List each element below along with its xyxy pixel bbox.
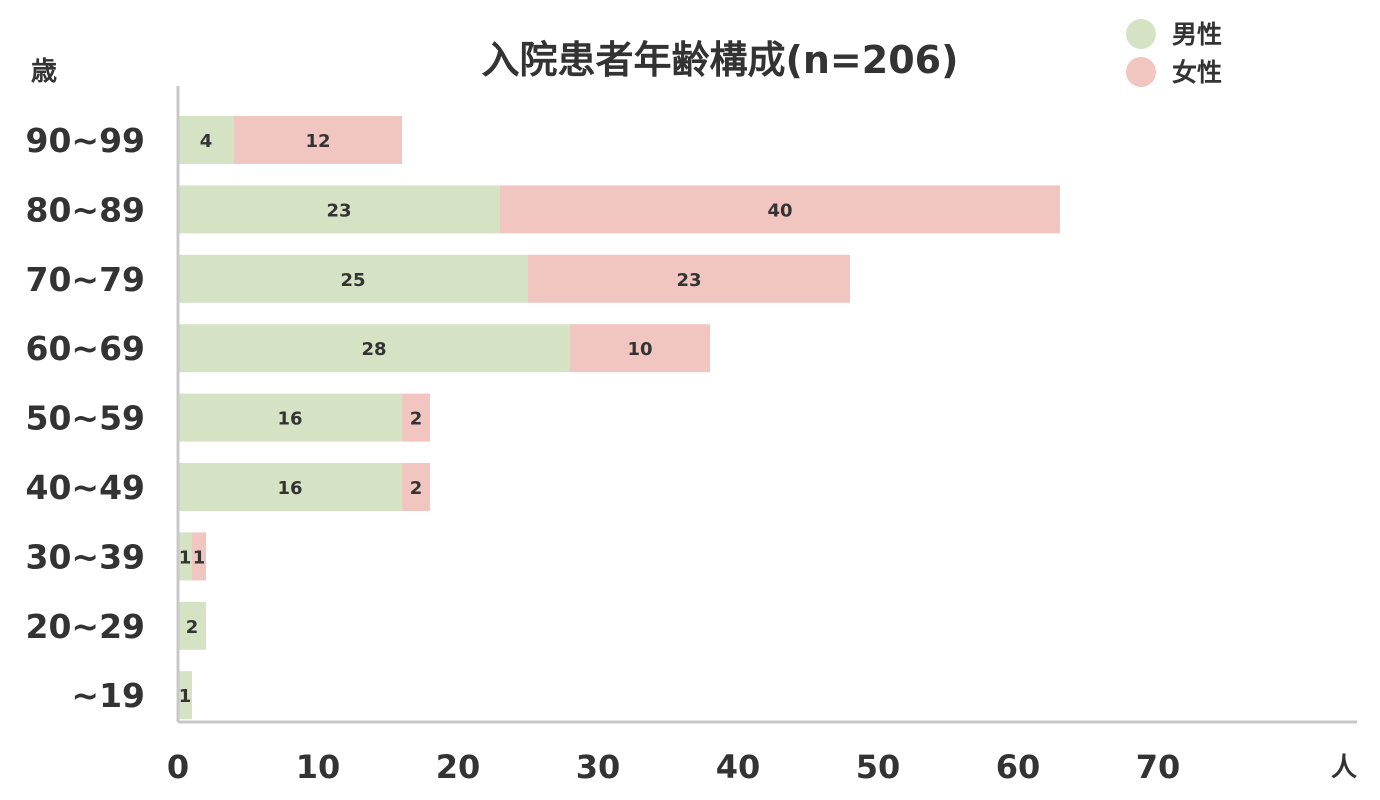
category-label: 30~39	[26, 537, 146, 576]
bar-segment	[402, 393, 430, 442]
bar-segment	[234, 116, 402, 164]
x-tick-label: 20	[436, 748, 481, 786]
data-label: 28	[361, 339, 386, 360]
chart-title: 入院患者年齢構成(n=206)	[482, 38, 959, 82]
data-label: 16	[277, 478, 302, 499]
data-label: 4	[200, 131, 213, 152]
x-tick-label: 40	[716, 748, 761, 786]
bar-segment	[178, 463, 402, 511]
data-label: 1	[193, 547, 206, 568]
bar-segment	[178, 254, 528, 303]
data-label: 10	[627, 339, 652, 360]
x-tick-label: 60	[996, 748, 1041, 786]
category-label: 80~89	[26, 190, 146, 229]
category-label: 50~59	[26, 399, 146, 438]
legend-swatch	[1126, 57, 1156, 87]
bar-segment	[500, 185, 1060, 234]
category-label: ~19	[71, 676, 145, 715]
x-tick-label: 30	[576, 748, 621, 786]
x-tick-label: 10	[296, 748, 341, 786]
bar-segment	[528, 254, 850, 303]
bar-segment	[178, 185, 500, 234]
x-tick-labels: 0 10 20 30 40 50 60 70	[167, 748, 1180, 786]
data-label: 12	[305, 131, 330, 152]
data-label: 25	[340, 270, 365, 291]
data-label: 2	[186, 617, 199, 638]
bar-segment	[570, 324, 710, 373]
data-label: 1	[179, 547, 192, 568]
legend-swatch	[1126, 19, 1156, 49]
bar-segment	[178, 116, 234, 164]
bar-segment	[178, 393, 402, 442]
x-tick-label: 50	[856, 748, 901, 786]
data-label: 2	[410, 409, 423, 430]
bar-segment	[402, 463, 430, 511]
category-label: 70~79	[26, 260, 146, 299]
data-label: 23	[326, 200, 351, 221]
y-axis-unit: 歳	[31, 57, 57, 87]
x-tick-label: 0	[167, 748, 189, 786]
bar-segment	[192, 532, 206, 581]
x-axis-unit: 人	[1331, 753, 1357, 783]
bar-segment	[178, 324, 570, 373]
bar-segment	[178, 532, 192, 581]
bar-segment	[178, 601, 206, 650]
data-label: 40	[767, 200, 792, 221]
data-label: 23	[676, 270, 701, 291]
data-label: 2	[410, 478, 423, 499]
x-tick-label: 70	[1136, 748, 1181, 786]
category-label: 40~49	[26, 468, 146, 507]
data-label: 1	[179, 686, 192, 707]
category-label: 20~29	[26, 607, 146, 646]
category-labels: 90~99 80~89 70~79 60~69 50~59 40~49 30~39 20~29…	[26, 121, 146, 715]
category-label: 60~69	[26, 329, 146, 368]
axes	[176, 86, 1357, 724]
bar-segment	[178, 671, 192, 720]
data-label: 16	[277, 409, 302, 430]
legend-label: 女性	[1172, 58, 1222, 87]
category-label: 90~99	[26, 121, 146, 160]
legend-label: 男性	[1172, 20, 1222, 49]
